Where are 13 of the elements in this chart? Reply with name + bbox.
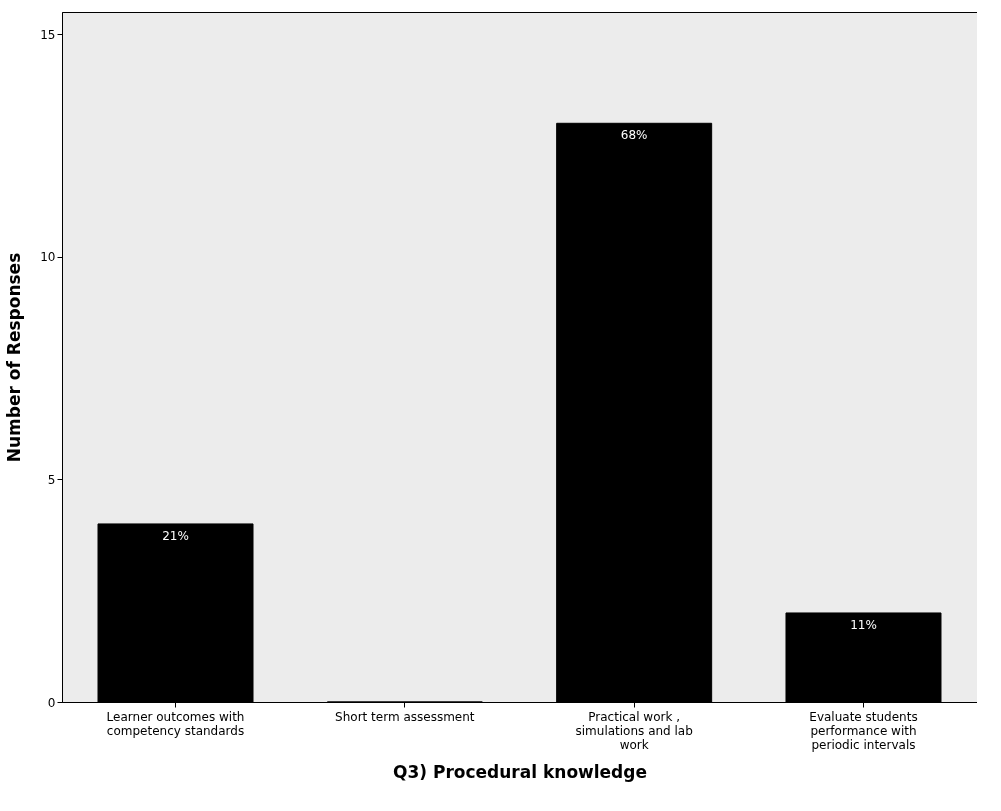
x-tick-label: Learner outcomes with competency standards bbox=[106, 709, 245, 738]
y-axis-title: Number of Responses bbox=[4, 252, 25, 463]
x-tick-label: Practical work , simulations and lab work bbox=[575, 709, 693, 752]
y-tick-label: 15 bbox=[40, 27, 56, 42]
annotation: 11% bbox=[850, 617, 877, 632]
y-tick-label: 10 bbox=[40, 250, 56, 265]
x-tick-label: Evaluate students performance with periodic intervals bbox=[809, 709, 918, 752]
x-axis-title: Q3) Procedural knowledge bbox=[393, 761, 647, 782]
annotation: 21% bbox=[162, 528, 189, 543]
annotation: 68% bbox=[620, 128, 648, 143]
y-tick-label: 5 bbox=[47, 472, 56, 487]
x-tick-label: Short term assessment bbox=[335, 709, 475, 724]
y-tick-label: 0 bbox=[47, 695, 56, 710]
